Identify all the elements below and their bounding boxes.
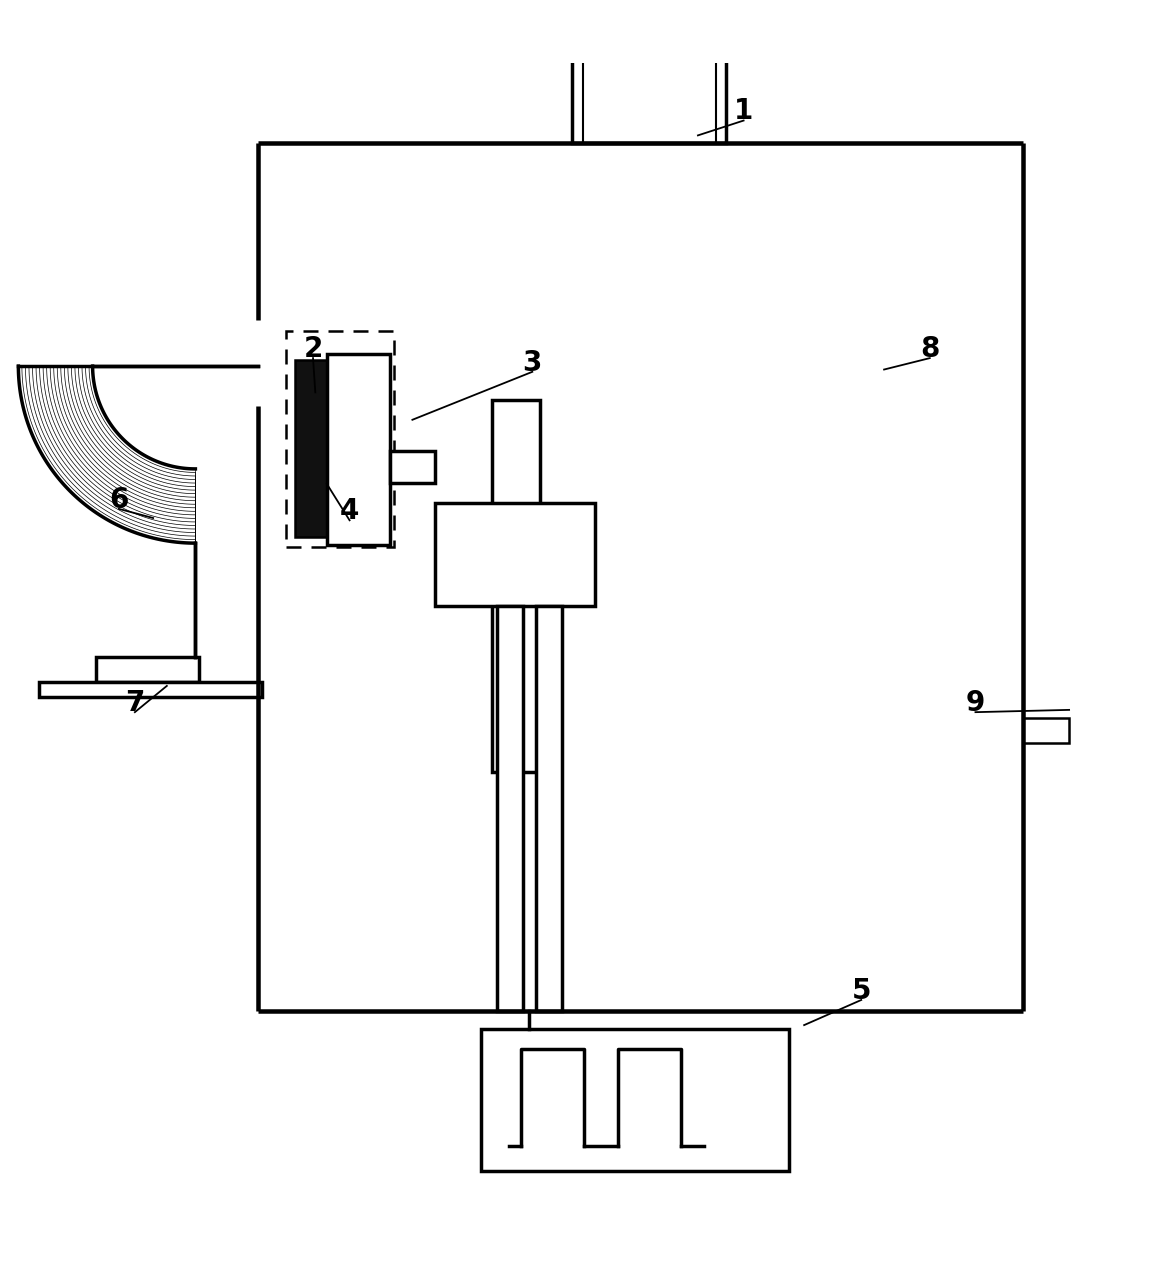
Text: 2: 2 — [303, 335, 323, 363]
Bar — [327, 354, 390, 546]
Bar — [39, 683, 261, 698]
Bar — [572, 41, 726, 143]
Bar — [390, 450, 436, 482]
Text: 5: 5 — [852, 977, 870, 1005]
Text: 4: 4 — [340, 497, 360, 525]
Text: 1: 1 — [734, 98, 754, 126]
Text: 7: 7 — [125, 689, 144, 717]
Bar — [492, 400, 540, 772]
Text: 3: 3 — [523, 349, 542, 377]
Bar — [1023, 718, 1069, 744]
Text: 6: 6 — [109, 486, 128, 514]
Bar — [96, 657, 199, 683]
Bar — [481, 1029, 790, 1171]
Text: 8: 8 — [920, 335, 940, 363]
Bar — [497, 605, 524, 1011]
Bar — [295, 360, 327, 537]
Bar — [436, 503, 595, 605]
Bar — [286, 331, 394, 547]
Text: 9: 9 — [965, 689, 985, 717]
Bar — [535, 605, 562, 1011]
